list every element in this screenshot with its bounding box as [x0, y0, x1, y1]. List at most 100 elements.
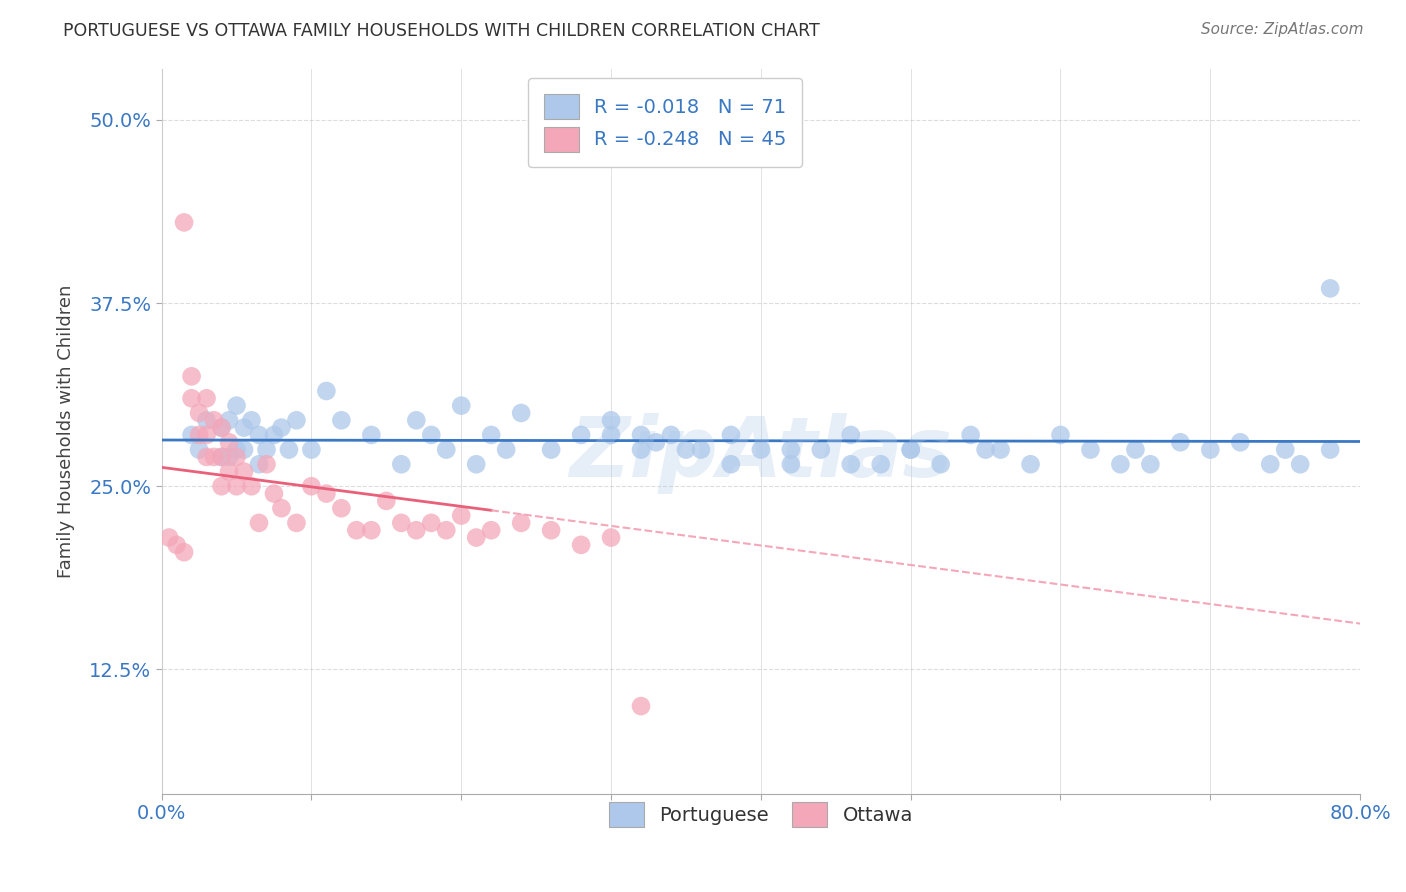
Y-axis label: Family Households with Children: Family Households with Children [58, 285, 75, 578]
Point [166, 538, 188, 552]
Point [299, 442, 322, 457]
Point [263, 486, 285, 500]
Point [360, 428, 382, 442]
Point [405, 523, 427, 537]
Point [188, 428, 211, 442]
Point [810, 442, 832, 457]
Point [218, 435, 240, 450]
Point [1319, 442, 1341, 457]
Point [900, 442, 922, 457]
Point [959, 428, 981, 442]
Point [299, 479, 322, 493]
Point [1229, 435, 1251, 450]
Point [330, 413, 353, 427]
Point [495, 442, 517, 457]
Point [929, 457, 952, 471]
Point [659, 428, 682, 442]
Point [1109, 457, 1132, 471]
Point [779, 442, 801, 457]
Point [202, 450, 225, 464]
Point [510, 406, 533, 420]
Point [360, 523, 382, 537]
Point [675, 442, 697, 457]
Text: Source: ZipAtlas.com: Source: ZipAtlas.com [1201, 22, 1364, 37]
Point [180, 392, 202, 406]
Point [270, 501, 292, 516]
Point [1019, 457, 1042, 471]
Point [157, 531, 180, 545]
Point [434, 442, 457, 457]
Point [839, 457, 862, 471]
Point [630, 699, 652, 714]
Point [315, 486, 337, 500]
Point [218, 465, 240, 479]
Point [233, 465, 256, 479]
Point [188, 442, 211, 457]
Point [195, 392, 218, 406]
Point [211, 450, 233, 464]
Point [569, 428, 592, 442]
Point [240, 479, 263, 493]
Point [1080, 442, 1102, 457]
Point [690, 442, 713, 457]
Legend: Portuguese, Ottawa: Portuguese, Ottawa [600, 795, 921, 835]
Text: ZipAtlas: ZipAtlas [569, 412, 952, 493]
Point [569, 538, 592, 552]
Point [256, 457, 278, 471]
Point [1289, 457, 1312, 471]
Point [1125, 442, 1147, 457]
Point [434, 523, 457, 537]
Point [270, 420, 292, 434]
Point [1258, 457, 1281, 471]
Point [263, 428, 285, 442]
Point [225, 479, 247, 493]
Point [1139, 457, 1161, 471]
Point [974, 442, 997, 457]
Point [465, 531, 488, 545]
Point [630, 428, 652, 442]
Point [225, 399, 247, 413]
Point [1199, 442, 1222, 457]
Point [600, 428, 623, 442]
Point [420, 516, 443, 530]
Point [180, 428, 202, 442]
Point [240, 413, 263, 427]
Point [247, 457, 270, 471]
Point [285, 413, 308, 427]
Point [330, 501, 353, 516]
Point [479, 428, 502, 442]
Point [188, 406, 211, 420]
Point [720, 457, 742, 471]
Point [720, 428, 742, 442]
Point [839, 428, 862, 442]
Point [247, 516, 270, 530]
Point [344, 523, 367, 537]
Point [285, 516, 308, 530]
Point [218, 413, 240, 427]
Point [195, 428, 218, 442]
Point [600, 531, 623, 545]
Point [479, 523, 502, 537]
Point [247, 428, 270, 442]
Point [1319, 281, 1341, 295]
Point [465, 457, 488, 471]
Point [645, 435, 668, 450]
Point [990, 442, 1012, 457]
Point [233, 420, 256, 434]
Point [749, 442, 772, 457]
Point [450, 399, 472, 413]
Point [869, 457, 891, 471]
Point [218, 450, 240, 464]
Point [233, 442, 256, 457]
Point [225, 450, 247, 464]
Point [420, 428, 443, 442]
Point [211, 420, 233, 434]
Point [540, 442, 562, 457]
Point [180, 369, 202, 384]
Point [211, 479, 233, 493]
Point [256, 442, 278, 457]
Point [375, 494, 398, 508]
Point [195, 413, 218, 427]
Point [173, 545, 195, 559]
Point [900, 442, 922, 457]
